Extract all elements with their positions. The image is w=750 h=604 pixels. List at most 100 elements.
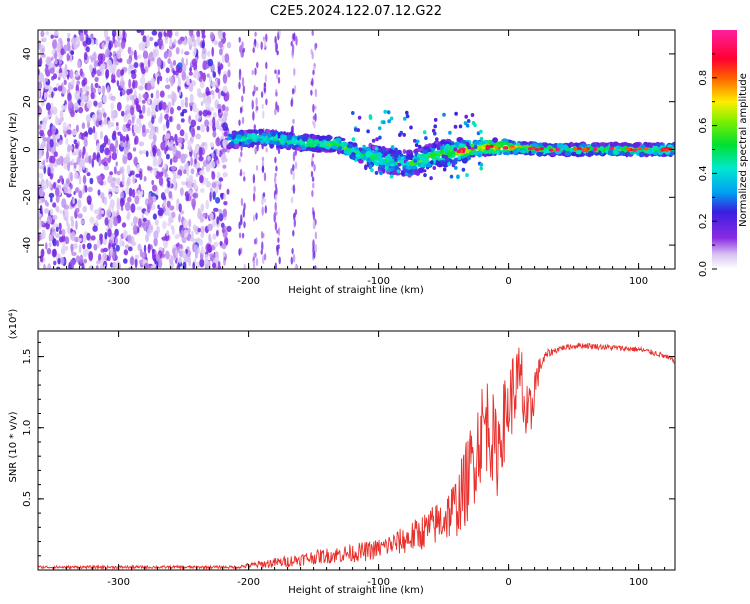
- noise-speck: [52, 214, 58, 220]
- noise-streak: [240, 52, 243, 58]
- noise-streak: [252, 111, 255, 121]
- noise-speck: [188, 82, 194, 92]
- noise-speck: [206, 125, 210, 133]
- noise-speck: [180, 99, 185, 108]
- noise-speck: [168, 76, 172, 83]
- scatter-mark: [377, 126, 382, 131]
- ridge-mark: [626, 150, 631, 157]
- ridge-mark: [301, 136, 308, 142]
- ridge-mark: [330, 145, 339, 149]
- noise-speck: [83, 51, 88, 61]
- noise-speck: [134, 97, 140, 106]
- noise-speck: [201, 30, 206, 36]
- noise-speck: [174, 133, 178, 143]
- noise-streak: [292, 118, 295, 124]
- noise-speck: [167, 49, 173, 58]
- noise-streak: [275, 42, 278, 50]
- noise-speck: [163, 163, 167, 170]
- noise-speck: [51, 56, 54, 61]
- noise-streak: [276, 50, 279, 56]
- noise-speck: [61, 228, 66, 237]
- noise-speck: [186, 166, 190, 177]
- noise-speck: [197, 88, 201, 93]
- noise-speck: [168, 191, 173, 199]
- scatter-mark: [353, 127, 358, 132]
- noise-speck: [112, 261, 117, 269]
- spectrogram-ytick-label: 20: [22, 95, 33, 108]
- noise-speck: [181, 70, 187, 81]
- ridge-mark: [422, 149, 428, 154]
- ridge-mark: [458, 143, 465, 148]
- noise-speck: [223, 192, 227, 201]
- ridge-mark: [280, 138, 285, 145]
- noise-speck: [126, 108, 131, 114]
- scatter-mark: [403, 168, 407, 173]
- noise-speck: [155, 253, 160, 262]
- ridge-mark: [384, 155, 389, 160]
- noise-speck: [103, 117, 108, 126]
- noise-speck: [207, 50, 211, 58]
- noise-speck: [38, 160, 41, 169]
- noise-speck: [194, 226, 200, 235]
- noise-speck: [222, 251, 226, 257]
- ridge-mark: [620, 142, 626, 148]
- noise-speck: [217, 66, 221, 75]
- noise-speck: [41, 229, 46, 240]
- noise-speck: [39, 44, 46, 55]
- noise-speck: [213, 241, 219, 247]
- ridge-mark: [307, 141, 314, 148]
- noise-speck: [50, 197, 53, 203]
- noise-speck: [212, 71, 216, 78]
- noise-speck: [205, 141, 208, 151]
- noise-speck: [58, 222, 62, 231]
- noise-streak: [261, 156, 265, 162]
- ridge-peak: [644, 147, 649, 151]
- noise-speck: [58, 37, 62, 44]
- ridge-peak: [531, 146, 536, 150]
- scatter-mark: [409, 125, 413, 130]
- noise-streak: [239, 106, 243, 114]
- noise-streak: [252, 90, 255, 97]
- noise-streak: [278, 256, 281, 265]
- noise-streak: [238, 81, 241, 90]
- noise-speck: [158, 150, 162, 159]
- noise-speck: [124, 244, 130, 249]
- noise-streak: [264, 74, 268, 83]
- noise-speck: [43, 265, 47, 269]
- scatter-mark: [405, 114, 410, 119]
- noise-speck: [154, 41, 159, 47]
- noise-streak: [292, 164, 295, 172]
- noise-speck: [116, 170, 121, 176]
- scatter-mark: [375, 137, 379, 142]
- ridge-mark: [472, 151, 477, 155]
- ridge-mark: [492, 137, 498, 143]
- noise-speck: [38, 89, 41, 99]
- noise-speck: [201, 92, 207, 98]
- noise-speck: [109, 199, 115, 208]
- noise-speck: [130, 170, 135, 176]
- noise-speck: [152, 213, 157, 220]
- noise-speck: [141, 99, 146, 104]
- noise-streak: [311, 189, 314, 198]
- ridge-peak: [632, 148, 637, 152]
- noise-speck: [111, 177, 117, 182]
- noise-speck: [53, 181, 56, 190]
- ridge-mark: [335, 137, 342, 142]
- scatter-mark: [354, 146, 359, 151]
- noise-speck: [194, 133, 201, 140]
- noise-streak: [243, 176, 246, 182]
- noise-streak: [263, 82, 267, 87]
- noise-speck: [211, 182, 217, 189]
- noise-speck: [38, 72, 45, 83]
- noise-streak: [239, 48, 242, 53]
- noise-streak: [265, 147, 268, 153]
- noise-speck: [167, 58, 171, 65]
- noise-speck: [211, 46, 214, 57]
- noise-speck: [61, 234, 66, 242]
- noise-speck: [81, 262, 85, 269]
- scatter-mark: [371, 138, 376, 143]
- noise-speck: [78, 190, 83, 199]
- noise-speck: [150, 102, 156, 111]
- colorbar: 0.0 0.2 0.4 0.6 0.8 Normalized spectral ampl…: [698, 30, 749, 277]
- noise-speck: [165, 250, 170, 260]
